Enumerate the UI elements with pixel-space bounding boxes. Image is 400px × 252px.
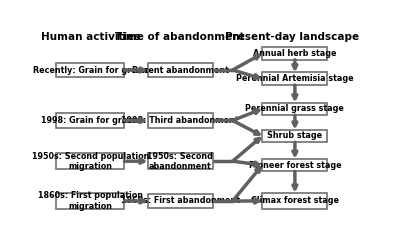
Text: Recent abandonment: Recent abandonment bbox=[132, 66, 229, 75]
Text: Perennial grass stage: Perennial grass stage bbox=[246, 104, 344, 113]
Text: Time of abandonment: Time of abandonment bbox=[115, 32, 245, 42]
FancyBboxPatch shape bbox=[262, 130, 328, 142]
Text: Perennial Artemisia stage: Perennial Artemisia stage bbox=[236, 74, 354, 83]
Text: 1860s: First population
migration: 1860s: First population migration bbox=[38, 191, 143, 211]
Text: 1950s: Second population
migration: 1950s: Second population migration bbox=[32, 151, 149, 171]
Text: Human activities: Human activities bbox=[41, 32, 140, 42]
FancyBboxPatch shape bbox=[56, 63, 124, 77]
FancyBboxPatch shape bbox=[148, 63, 213, 77]
Text: 1998: Third abandonment: 1998: Third abandonment bbox=[122, 116, 239, 125]
Text: 1998: Grain for green: 1998: Grain for green bbox=[42, 116, 139, 125]
Text: Climax forest stage: Climax forest stage bbox=[251, 197, 339, 205]
Text: 1950s: Second
abandonment: 1950s: Second abandonment bbox=[147, 151, 213, 171]
FancyBboxPatch shape bbox=[148, 153, 213, 169]
Text: Shrub stage: Shrub stage bbox=[267, 132, 322, 141]
FancyBboxPatch shape bbox=[262, 159, 328, 171]
FancyBboxPatch shape bbox=[262, 47, 328, 60]
Text: Recently: Grain for green: Recently: Grain for green bbox=[33, 66, 148, 75]
Text: Present-day landscape: Present-day landscape bbox=[225, 32, 359, 42]
FancyBboxPatch shape bbox=[262, 103, 328, 115]
FancyBboxPatch shape bbox=[56, 113, 124, 128]
FancyBboxPatch shape bbox=[262, 72, 328, 85]
FancyBboxPatch shape bbox=[56, 153, 124, 169]
Text: 1860s: First abandonment: 1860s: First abandonment bbox=[121, 197, 240, 205]
FancyBboxPatch shape bbox=[56, 193, 124, 209]
FancyBboxPatch shape bbox=[262, 193, 328, 209]
FancyBboxPatch shape bbox=[148, 194, 213, 208]
Text: Annual herb stage: Annual herb stage bbox=[253, 49, 337, 58]
FancyBboxPatch shape bbox=[148, 113, 213, 128]
Text: Pioneer forest stage: Pioneer forest stage bbox=[248, 161, 341, 170]
